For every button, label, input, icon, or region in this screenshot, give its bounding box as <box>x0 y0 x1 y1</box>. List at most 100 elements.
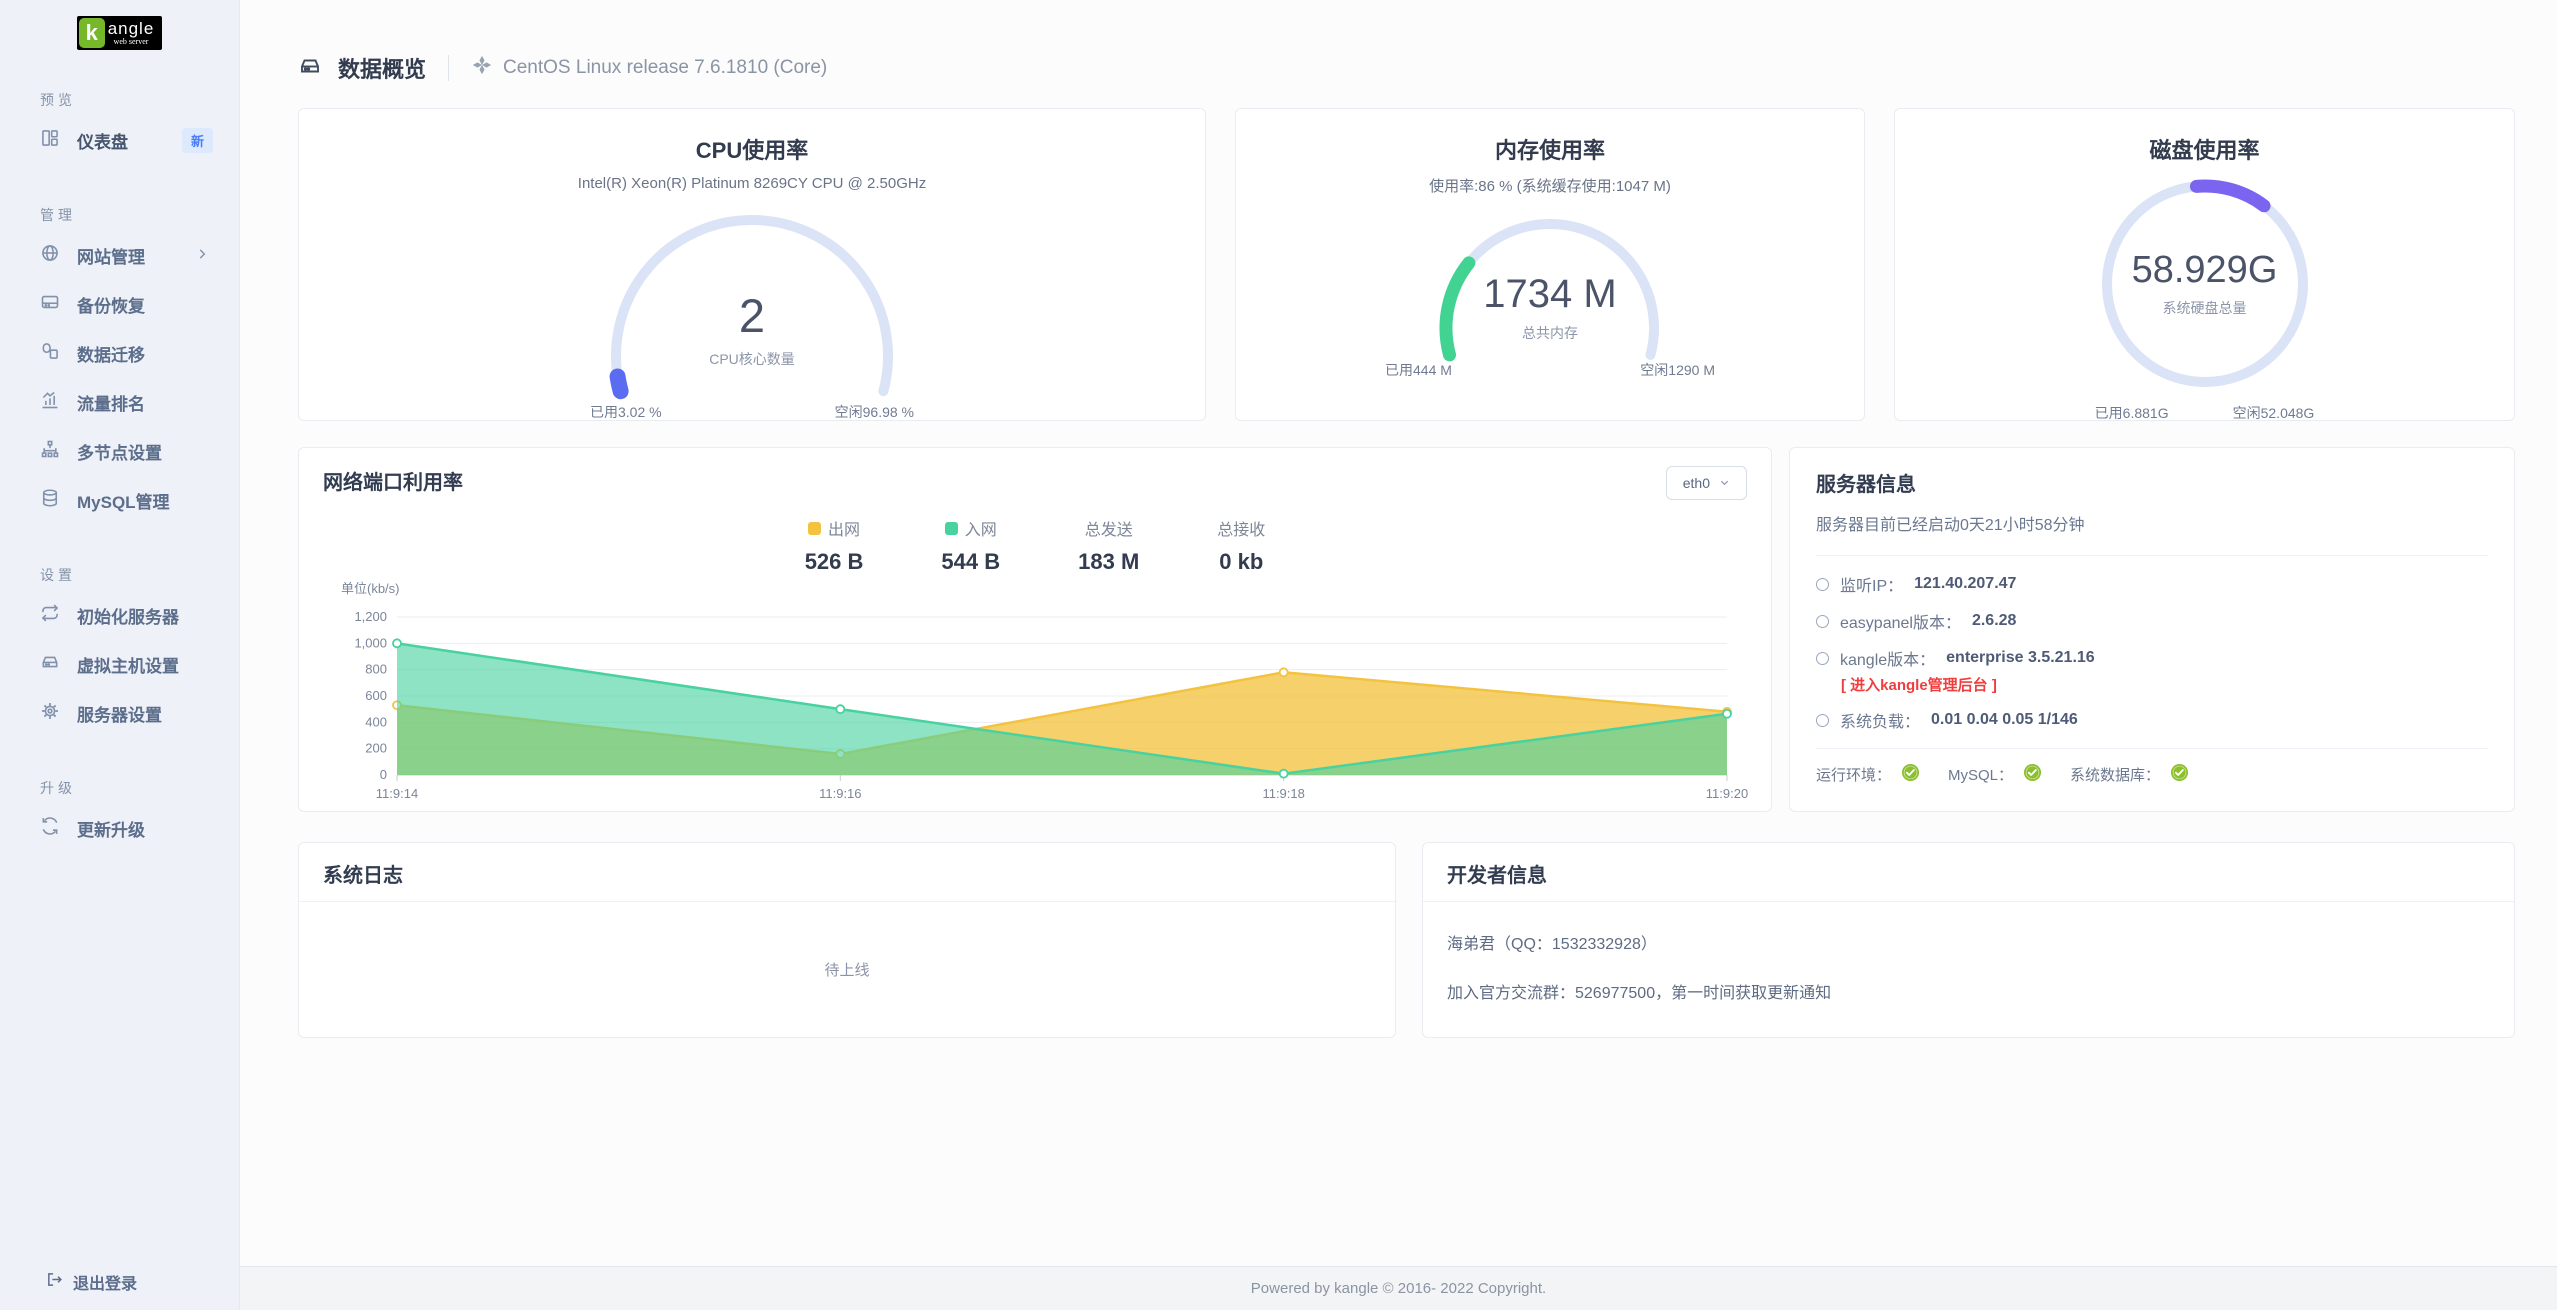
sidebar-item-label: 备份恢复 <box>77 297 145 316</box>
server-info-value: 2.6.28 <box>1971 612 2017 629</box>
svg-text:11:9:14: 11:9:14 <box>376 786 418 801</box>
sidebar-item-vhost-settings[interactable]: 虚拟主机设置 <box>0 640 239 689</box>
env-label: 系统数据库： <box>2070 767 2161 784</box>
cpu-model-text: Intel(R) Xeon(R) Platinum 8269CY CPU @ 2… <box>577 175 927 192</box>
backup-drive-icon <box>40 292 60 317</box>
server-info-value: enterprise 3.5.21.16 <box>1946 649 2095 666</box>
server-uptime: 服务器目前已经启动0天21小时58分钟 <box>1816 517 2085 534</box>
footer-copyright: Powered by kangle © 2016- 2022 Copyright… <box>1250 1280 1547 1297</box>
sidebar-item-traffic-rank[interactable]: 流量排名 <box>0 378 239 427</box>
disk-card-title: 磁盘使用率 <box>2149 138 2260 163</box>
disk-gauge: 58.929G 系统硬盘总量 <box>2098 177 2312 391</box>
svg-text:11:9:18: 11:9:18 <box>1262 786 1304 801</box>
inbound-swatch <box>944 521 958 535</box>
check-circle-icon <box>1901 763 1920 786</box>
cpu-free-label: 空闲96.98 % <box>834 404 914 420</box>
outbound-swatch <box>808 521 822 535</box>
nodes-icon <box>40 439 60 464</box>
gauge-cards-row: CPU使用率 Intel(R) Xeon(R) Platinum 8269CY … <box>298 108 2515 421</box>
svg-text:400: 400 <box>365 714 387 729</box>
kangle-logo-k: k <box>78 18 105 48</box>
stat-total-received: 总接收 0 kb <box>1217 516 1265 575</box>
network-panel-title: 网络端口利用率 <box>323 472 463 494</box>
bottom-row: 系统日志 待上线 开发者信息 海弟君（QQ：1532332928） 加入官方交流… <box>298 842 2515 1038</box>
memory-gauge: 1734 M 总共内存 已用444 M 空闲1290 M <box>1385 210 1715 378</box>
server-info-title: 服务器信息 <box>1816 474 1916 496</box>
sidebar-item-label: 网站管理 <box>77 248 145 267</box>
sidebar: k angle web server 预览 仪表盘 新 管理 网站管理 备份恢复… <box>0 0 240 1310</box>
sidebar-item-label: 流量排名 <box>77 395 145 414</box>
stat-inbound: 入网 544 B <box>941 516 1000 575</box>
logout-icon <box>46 1271 63 1293</box>
kangle-admin-link[interactable]: [ 进入kangle管理后台 ] <box>1841 677 1997 694</box>
network-stats: 出网 526 B 入网 544 B 总发送 183 M 总接收 <box>323 516 1747 575</box>
cpu-usage-card: CPU使用率 Intel(R) Xeon(R) Platinum 8269CY … <box>298 108 1206 421</box>
page-header: 数据概览 CentOS Linux release 7.6.1810 (Core… <box>298 52 2515 84</box>
developer-group: 加入官方交流群：526977500，第一时间获取更新通知 <box>1447 985 1832 1002</box>
database-icon <box>40 488 60 513</box>
sidebar-item-init-server[interactable]: 初始化服务器 <box>0 591 239 640</box>
sidebar-item-update[interactable]: 更新升级 <box>0 804 239 853</box>
svg-text:600: 600 <box>365 688 387 703</box>
sidebar-item-migrate[interactable]: 数据迁移 <box>0 329 239 378</box>
server-info-item-ip: 监听IP： 121.40.207.47 <box>1816 572 2488 596</box>
sidebar-section-preview: 预览 <box>40 92 76 108</box>
data-migrate-icon <box>40 341 60 366</box>
disk-free-label: 空闲52.048G <box>2232 405 2315 421</box>
memory-usage-card: 内存使用率 使用率:86 % (系统缓存使用:1047 M) 1734 M 总共… <box>1235 108 1865 421</box>
centos-icon <box>471 54 493 82</box>
cpu-gauge: 2 CPU核心数量 已用3.02 % 空闲96.98 % <box>590 206 914 420</box>
server-info-item-easypanel: easypanel版本： 2.6.28 <box>1816 609 2488 633</box>
sidebar-item-site-manage[interactable]: 网站管理 <box>0 231 239 280</box>
sidebar-item-label: 初始化服务器 <box>77 608 179 627</box>
svg-text:0: 0 <box>380 767 387 782</box>
cpu-core-label: CPU核心数量 <box>709 351 795 367</box>
kangle-logo-name: angle <box>107 19 155 38</box>
memory-total-value: 1734 M <box>1483 272 1617 316</box>
svg-text:1,000: 1,000 <box>354 635 387 650</box>
divider <box>1816 748 2488 749</box>
syslog-panel: 系统日志 待上线 <box>298 842 1396 1038</box>
stat-outbound: 出网 526 B <box>804 516 864 575</box>
syslog-title: 系统日志 <box>323 865 403 887</box>
header-divider <box>448 55 450 81</box>
sidebar-item-backup[interactable]: 备份恢复 <box>0 280 239 329</box>
interface-select[interactable]: eth0 <box>1665 466 1747 500</box>
svg-text:800: 800 <box>365 662 387 677</box>
check-circle-icon <box>2023 763 2042 786</box>
developer-contact: 海弟君（QQ：1532332928） <box>1447 936 1657 953</box>
sidebar-section-upgrade: 升级 <box>40 780 76 796</box>
server-info-item-load: 系统负载： 0.01 0.04 0.05 1/146 <box>1816 708 2488 732</box>
server-info-value: 121.40.207.47 <box>1914 575 2017 592</box>
radio-bullet-icon <box>1816 614 1829 628</box>
memory-usage-text: 使用率:86 % (系统缓存使用:1047 M) <box>1429 178 1671 195</box>
gear-icon <box>40 701 60 726</box>
sidebar-item-mysql[interactable]: MySQL管理 <box>0 476 239 525</box>
sidebar-item-label: 多节点设置 <box>77 444 162 463</box>
server-info-item-kangle: kangle版本： enterprise 3.5.21.16 <box>1816 646 2488 670</box>
logout-button[interactable]: 退出登录 <box>0 1252 239 1310</box>
network-area-chart: 1,200 1,000 800 600 400 200 0 11:9:14 11:9:16 11:… <box>341 581 1748 801</box>
stat-total-sent: 总发送 183 M <box>1078 516 1139 575</box>
disk-usage-card: 磁盘使用率 58.929G 系统硬盘总量 已用6.881G 空闲5 <box>1894 108 2515 421</box>
sidebar-item-dashboard[interactable]: 仪表盘 新 <box>0 116 239 165</box>
sidebar-item-label: 仪表盘 <box>77 133 128 152</box>
os-info: CentOS Linux release 7.6.1810 (Core) <box>471 54 827 82</box>
svg-text:200: 200 <box>365 741 387 756</box>
new-badge: 新 <box>181 128 213 153</box>
logout-label: 退出登录 <box>73 1276 138 1293</box>
traffic-chart-icon <box>40 390 60 415</box>
sidebar-item-label: 服务器设置 <box>77 706 162 725</box>
vhost-drive-icon <box>40 652 60 677</box>
middle-row: 网络端口利用率 eth0 出网 526 B 入网 544 <box>298 447 2515 812</box>
update-icon <box>40 816 60 841</box>
stat-value: 183 M <box>1078 549 1140 574</box>
sidebar-item-multinode[interactable]: 多节点设置 <box>0 427 239 476</box>
disk-total-value: 58.929G <box>2131 249 2278 291</box>
cpu-core-count: 2 <box>738 289 766 342</box>
sidebar-item-server-settings[interactable]: 服务器设置 <box>0 689 239 738</box>
stat-label: 出网 <box>828 522 861 539</box>
stat-value: 526 B <box>804 549 864 574</box>
env-label: 运行环境： <box>1816 767 1892 784</box>
